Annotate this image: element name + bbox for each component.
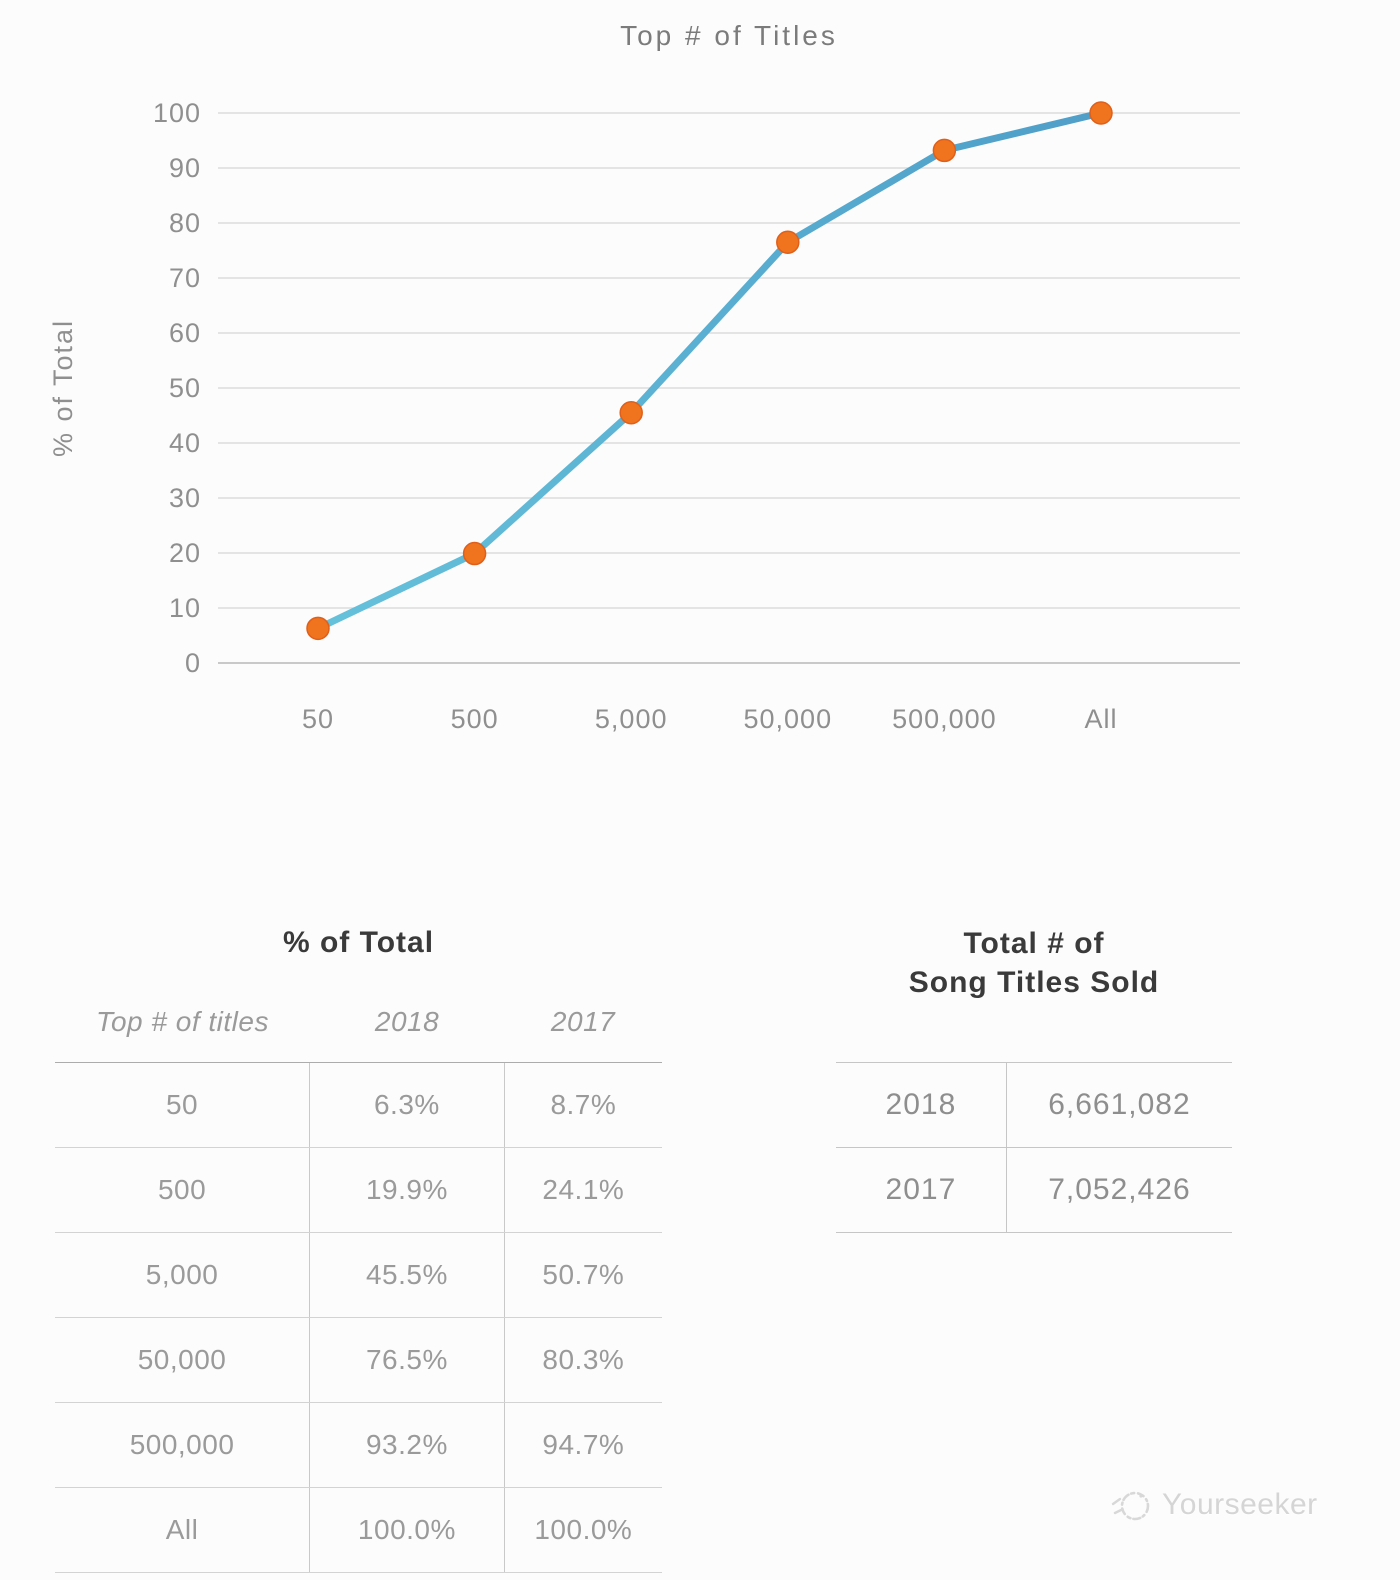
table-cell: 100.0% [309,1488,504,1572]
table-cell: 2017 [885,1173,957,1206]
x-tick-label: 5,000 [595,704,668,734]
table-cell: 50 [165,1089,199,1120]
table-cell: 2018 [885,1088,957,1121]
table-cell: 24.1% [503,1148,662,1232]
table-row: 50 6.3% 8.7% [55,1063,662,1148]
table-cell: 76.5% [309,1318,504,1402]
percent-table: 50 6.3% 8.7% 500 19.9% 24.1% 5,000 45.5%… [55,1063,662,1573]
table-cell: 500 [157,1174,207,1205]
table-cell: 8.7% [503,1063,662,1147]
watermark-label: Yourseeker [1162,1488,1318,1521]
line-chart: 0 10 20 30 40 50 60 70 80 90 100 50 500 5,000 50,000 50… [48,98,1240,734]
column-header: Top # of titles [95,1006,269,1037]
totals-table: 2018 6,661,082 2017 7,052,426 [836,1062,1232,1233]
table-cell: 94.7% [503,1403,662,1487]
table-cell: All [165,1514,199,1545]
table-cell: 19.9% [309,1148,504,1232]
table-row: 2017 7,052,426 [836,1148,1232,1233]
y-tick-label: 80 [169,208,201,238]
x-tick-label: All [1084,704,1117,734]
column-header: 2018 [374,1006,440,1037]
y-tick-label: 100 [153,98,201,128]
table-cell: 5,000 [145,1259,219,1290]
y-tick-label: 0 [185,648,201,678]
table-cell: 93.2% [309,1403,504,1487]
table-cell: 100.0% [503,1488,662,1572]
table-cell: 50,000 [137,1344,227,1375]
y-tick-label: 90 [169,153,201,183]
watermark: Yourseeker [1108,1482,1318,1528]
totals-title-line2: Song Titles Sold [908,966,1160,999]
table-row: 2018 6,661,082 [836,1063,1232,1148]
totals-title-line1: Total # of [963,927,1105,960]
table-cell: 500,000 [129,1429,235,1460]
yourseeker-logo-icon [1111,1491,1150,1521]
y-tick-label: 60 [169,318,201,348]
series-line [314,109,1105,632]
data-point [462,541,487,566]
y-tick-label: 70 [169,263,201,293]
table-cell: 6,661,082 [1005,1063,1232,1147]
data-point [306,616,330,641]
percent-table-header: Top # of titles 2018 2017 [55,1006,662,1063]
chart-title: Top # of Titles [620,20,838,51]
table-row: 5,000 45.5% 50.7% [55,1233,662,1318]
y-tick-label: 50 [169,373,201,403]
table-cell: 7,052,426 [1005,1148,1232,1232]
table-cell: 45.5% [309,1233,504,1317]
table-row: 500 19.9% 24.1% [55,1148,662,1233]
table-row: 50,000 76.5% 80.3% [55,1318,662,1403]
x-tick-label: 50 [302,704,334,734]
table-row: 500,000 93.2% 94.7% [55,1403,662,1488]
x-tick-label: 500 [451,704,499,734]
percent-table-title: % of Total [282,926,435,959]
data-point [1089,101,1113,125]
table-cell: 6.3% [309,1063,504,1147]
table-cell: 80.3% [503,1318,662,1402]
table-row: All 100.0% 100.0% [55,1488,662,1573]
data-point [776,230,800,254]
column-header: 2017 [550,1006,616,1037]
data-point [932,138,957,163]
y-tick-label: 10 [169,593,201,623]
y-tick-label: 20 [169,538,201,568]
y-axis-title: % of Total [48,319,78,457]
y-tick-label: 30 [169,483,201,513]
table-cell: 50.7% [503,1233,662,1317]
x-tick-label: 50,000 [744,704,833,734]
x-tick-label: 500,000 [892,704,997,734]
totals-table-title: Total # of Song Titles Sold [836,924,1232,1002]
data-point [619,401,643,425]
y-tick-label: 40 [169,428,201,458]
